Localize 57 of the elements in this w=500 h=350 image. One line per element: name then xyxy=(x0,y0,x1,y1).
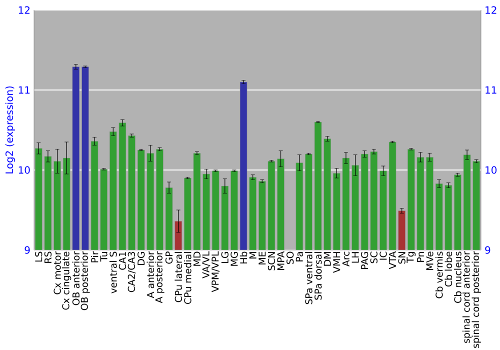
x-tick-label: M xyxy=(249,252,256,258)
x-tick-label: Cx cingulate xyxy=(62,252,72,310)
x-tick-label: Cb vermis xyxy=(435,252,443,298)
x-tick-label: Tg xyxy=(406,252,416,264)
y2-tick-label: 11 xyxy=(486,86,496,94)
x-tick-label: SPa dorsal xyxy=(314,252,322,300)
x-tick-label: A anterior xyxy=(146,251,154,298)
x-tick-label: ME xyxy=(258,252,266,264)
y-axis-title: Log2 (expression) xyxy=(5,86,15,174)
x-tick-label: DM xyxy=(324,252,331,266)
x-tick-label: Cx motor xyxy=(54,251,61,294)
x-tick-label: SO xyxy=(286,252,294,264)
x-tick-label: LS xyxy=(35,252,42,262)
y-tick-label: 10 xyxy=(18,166,30,174)
x-tick-label: MVe xyxy=(426,252,434,270)
y-tick-label: 11 xyxy=(18,86,30,94)
x-tick-label: SN xyxy=(398,252,406,264)
x-tick-label: Arc xyxy=(342,252,350,266)
x-tick-label: VTA xyxy=(389,251,396,270)
x-tick-label: VMH xyxy=(333,252,340,273)
y2-tick-label: 12 xyxy=(486,6,496,14)
y-tick-label: 12 xyxy=(18,6,30,14)
x-tick-label: Pn xyxy=(417,252,424,262)
x-tick-label: spinal cord anterior xyxy=(462,251,472,343)
x-tick-label: SC xyxy=(370,252,378,264)
x-tick-label: spinal cord posterior xyxy=(472,251,481,348)
x-tick-label: CA1 xyxy=(118,252,126,270)
x-tick-label: GP xyxy=(165,252,173,264)
x-tick-label: CA2/CA3 xyxy=(128,252,136,292)
x-tick-label: OB posterior xyxy=(80,251,90,310)
x-tick-label: Hb xyxy=(240,252,248,264)
y2-tick-label: 10 xyxy=(486,166,497,174)
x-tick-label: MD xyxy=(194,252,200,266)
x-tick-label: Pa xyxy=(296,252,303,262)
x-tick-label: MG xyxy=(230,252,238,266)
y-tick-label: 9 xyxy=(24,246,30,254)
x-tick-label: Tu xyxy=(100,252,108,262)
x-tick-label: CPu medial xyxy=(184,252,192,304)
x-tick-label: RS xyxy=(44,252,52,263)
x-tick-label: LG xyxy=(221,252,228,263)
x-tick-label: Cb nucleus xyxy=(454,252,462,303)
x-tick-label: IC xyxy=(380,252,387,260)
x-tick-label: MPA xyxy=(277,251,284,270)
x-tick-label: VA/VL xyxy=(202,251,210,278)
x-tick-label: SPa ventral xyxy=(305,252,312,304)
x-tick-label: ventral S xyxy=(110,252,117,294)
x-tick-label: OB anterior xyxy=(72,251,80,306)
x-tick-label: VPM/VPL xyxy=(212,251,220,292)
x-tick-label: LH xyxy=(352,252,359,263)
x-tick-label: DG xyxy=(138,252,145,265)
x-tick-label: CPu lateral xyxy=(174,252,182,302)
x-tick-label: A posterior xyxy=(155,251,164,304)
y2-tick-label: 9 xyxy=(485,246,490,254)
x-tick-label: Cb lobe xyxy=(444,252,452,287)
x-tick-label: SCN xyxy=(268,252,276,270)
x-tick-label: Pir xyxy=(90,251,98,262)
x-tick-label: PAG xyxy=(361,252,368,270)
